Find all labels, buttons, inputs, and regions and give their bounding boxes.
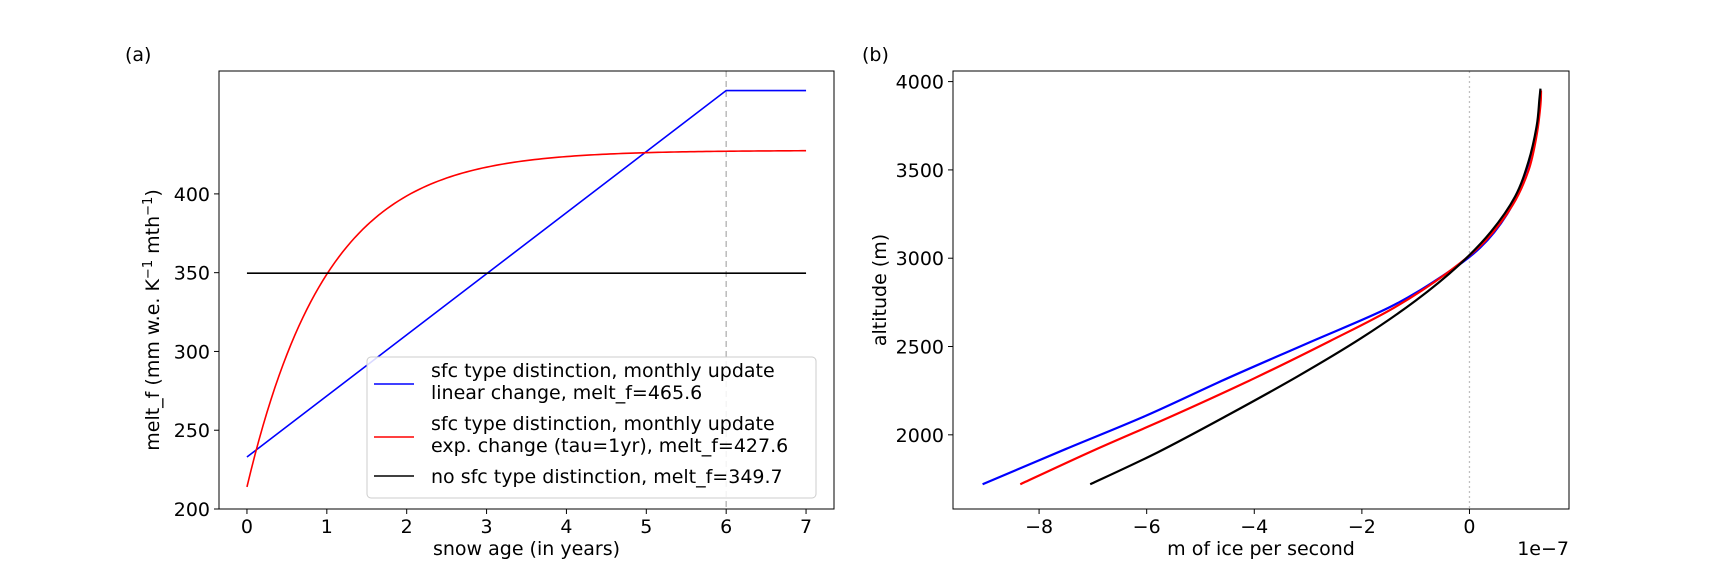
panel-b-offset-text: 1e−7 (1517, 538, 1569, 560)
panel-b-xtick-label: −4 (1240, 516, 1268, 538)
panel-b-xtick-label: 0 (1463, 516, 1475, 538)
panel-b-xtick-label: −8 (1025, 516, 1053, 538)
panel-a-xtick-label: 7 (800, 516, 812, 538)
panel-a-ylabel-main: melt_f (mm w.e. K (142, 279, 164, 451)
panel-a-xtick-label: 5 (640, 516, 652, 538)
panel-b-label: (b) (862, 44, 889, 66)
panel-b-ytick-label: 4000 (896, 72, 944, 94)
panel-a-ylabel-end: ) (142, 189, 164, 196)
panel-a-ylabel-mid: mth (142, 216, 164, 260)
panel-a-legend: sfc type distinction, monthly update lin… (366, 356, 817, 499)
panel-a-label: (a) (125, 44, 151, 66)
panel-b-ticks: −8 −6 −4 −2 0 2000 2500 3000 3500 4000 (896, 72, 1476, 538)
panel-a-ylabel: melt_f (mm w.e. K−1 mth−1) (141, 189, 165, 451)
panel-b-frame (952, 70, 1570, 510)
panel-b-ylabel: altitude (m) (869, 234, 891, 346)
panel-a-series-line-2 (246, 149, 807, 488)
panel-a-series-line-1 (246, 89, 807, 458)
panel-a-ytick-label: 300 (174, 341, 210, 363)
panel-a-ytick-label: 250 (174, 420, 210, 442)
legend-entry-2-line2: exp. change (tau=1yr), melt_f=427.6 (431, 435, 788, 457)
panel-b-series-line-3 (1089, 88, 1542, 486)
panel-a-ticks: 0 1 2 3 4 5 6 7 200 250 300 350 400 (174, 184, 812, 538)
panel-a-xtick-label: 0 (241, 516, 253, 538)
panel-a-xtick-label: 2 (401, 516, 413, 538)
panel-a-ytick-label: 350 (174, 263, 210, 285)
panel-b-series-line-2 (1019, 90, 1543, 486)
panel-b-xtick-label: −6 (1133, 516, 1161, 538)
panel-b-xlabel: m of ice per second (1167, 538, 1355, 560)
panel-a-frame (218, 70, 835, 510)
legend-box (366, 356, 817, 499)
panel-a-xtick-label: 6 (720, 516, 732, 538)
panel-a-ylabel-sup1: −1 (141, 260, 156, 279)
legend-entry-1-line2: linear change, melt_f=465.6 (431, 382, 702, 404)
panel-b-series-line-1 (982, 90, 1542, 486)
panel-b-ytick-label: 3000 (896, 248, 944, 270)
panel-b-ytick-label: 2500 (896, 337, 944, 359)
panel-b-ytick-label: 2000 (896, 425, 944, 447)
panel-a-xtick-label: 3 (481, 516, 493, 538)
panel-a-ylabel-sup2: −1 (141, 197, 156, 216)
panel-b-plot-area (982, 71, 1543, 509)
legend-entry-1-line1: sfc type distinction, monthly update (431, 360, 775, 382)
panel-a-xtick-label: 4 (560, 516, 572, 538)
panel-b-xtick-label: −2 (1348, 516, 1376, 538)
panel-a-xlabel: snow age (in years) (433, 538, 620, 560)
panel-a-ytick-label: 400 (174, 184, 210, 206)
panel-b-chart: (b) −8 −6 −4 −2 0 2000 2500 3000 3500 4000 m of i… (862, 44, 1570, 560)
legend-entry-3: no sfc type distinction, melt_f=349.7 (431, 466, 783, 488)
panel-a-chart: (a) 0 1 2 3 4 5 6 7 200 250 300 350 400 snow age (in… (125, 44, 835, 560)
panel-a-ytick-label: 200 (174, 499, 210, 521)
panel-b-ytick-label: 3500 (896, 160, 944, 182)
panel-a-xtick-label: 1 (321, 516, 333, 538)
legend-entry-2-line1: sfc type distinction, monthly update (431, 413, 775, 435)
